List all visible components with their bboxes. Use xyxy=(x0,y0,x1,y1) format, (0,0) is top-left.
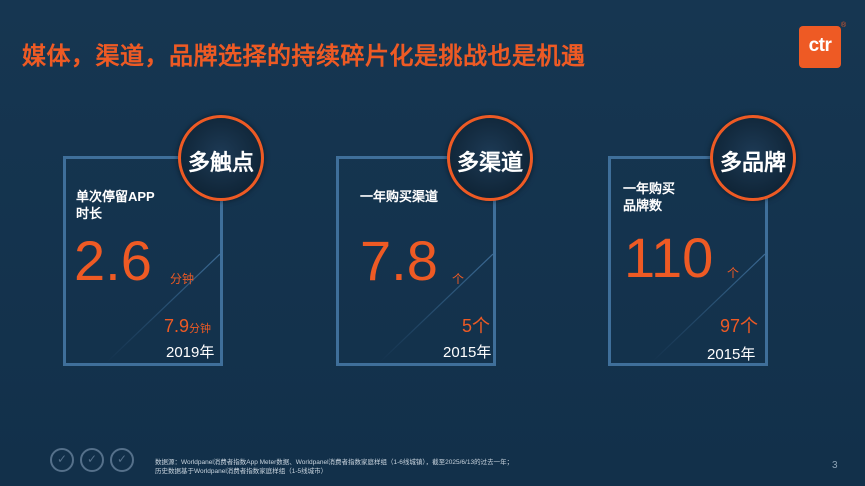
logo-text: ctr xyxy=(808,35,832,56)
circle-label: 多触点 xyxy=(187,150,254,175)
metric-card-touchpoints xyxy=(63,156,223,366)
previous-value: 97个 xyxy=(720,316,758,336)
brands-circle: 多品牌 xyxy=(710,115,796,201)
source-line-2: 历史数据基于Worldpanel消费者指数家庭样组（1-5线城市） xyxy=(155,468,328,475)
previous-number: 97 xyxy=(720,316,741,336)
previous-year: 2015年 xyxy=(443,344,492,361)
previous-number: 7.9 xyxy=(164,316,190,336)
logo-registered-mark: ® xyxy=(841,22,847,29)
metric-label-line2: 时长 xyxy=(76,206,103,221)
metric-label: 一年购买 品牌数 xyxy=(623,180,675,214)
ctr-logo: ctr xyxy=(799,26,841,68)
card-diagonal-decoration xyxy=(650,253,765,363)
source-line-1: 数据源：Worldpanel消费者指数App Meter数据、Worldpane… xyxy=(155,459,514,466)
sgs-badge-icon: ✓ xyxy=(50,448,74,472)
previous-value: 5个 xyxy=(462,316,490,336)
channels-circle: 多渠道 xyxy=(447,115,533,201)
metric-value: 2.6 xyxy=(74,229,152,292)
card-diagonal-decoration xyxy=(378,253,493,363)
source-footnote: 数据源：Worldpanel消费者指数App Meter数据、Worldpane… xyxy=(155,458,513,476)
metric-unit: 个 xyxy=(727,266,740,280)
metric-label-line2: 品牌数 xyxy=(623,198,663,213)
metric-label: 单次停留APP 时长 xyxy=(76,188,155,222)
previous-unit: 个 xyxy=(472,316,491,336)
previous-unit: 分钟 xyxy=(189,323,212,335)
metric-unit: 分钟 xyxy=(170,272,195,286)
metric-label-line1: 一年购买 xyxy=(623,181,676,196)
metric-unit: 个 xyxy=(452,272,465,286)
previous-year: 2019年 xyxy=(166,344,215,361)
previous-number: 5 xyxy=(462,316,473,336)
circle-label: 多渠道 xyxy=(456,150,523,175)
touchpoints-circle: 多触点 xyxy=(178,115,264,201)
metric-value: 110 xyxy=(624,226,714,289)
metric-label-line1: 一年购买渠道 xyxy=(360,189,439,204)
card-diagonal-decoration xyxy=(105,253,220,363)
page-number: 3 xyxy=(832,460,838,471)
previous-unit: 个 xyxy=(740,316,759,336)
circle-label: 多品牌 xyxy=(719,150,786,175)
metric-value: 7.8 xyxy=(360,229,438,292)
previous-year: 2015年 xyxy=(707,346,756,363)
metric-label-line1: 单次停留APP xyxy=(76,189,155,204)
previous-value: 7.9分钟 xyxy=(164,316,211,339)
slide-title: 媒体，渠道，品牌选择的持续碎片化是挑战也是机遇 xyxy=(22,43,586,70)
sgs-badge-icon: ✓ xyxy=(80,448,104,472)
metric-card-channels xyxy=(336,156,496,366)
sgs-badge-icon: ✓ xyxy=(110,448,134,472)
metric-label: 一年购买渠道 xyxy=(360,188,438,205)
metric-card-brands xyxy=(608,156,768,366)
